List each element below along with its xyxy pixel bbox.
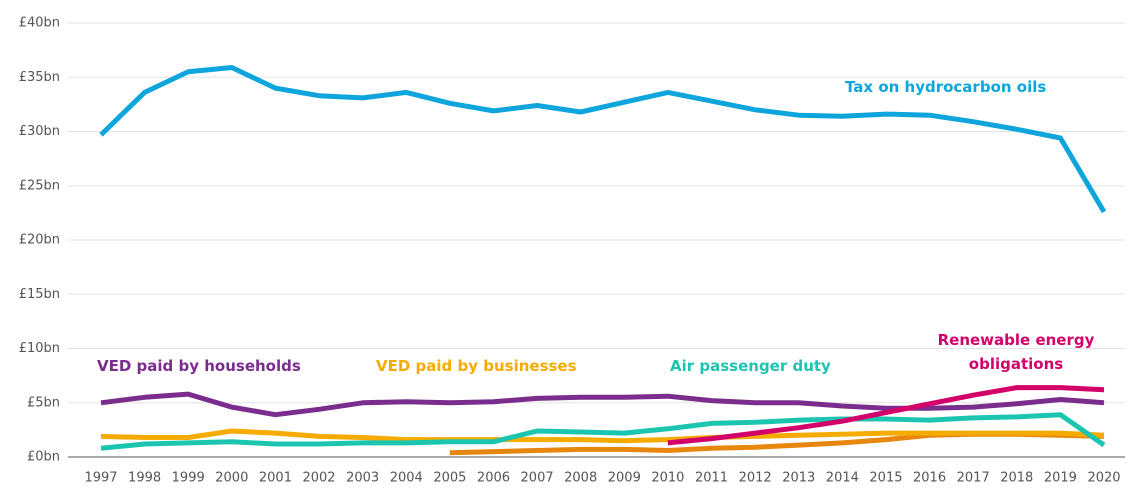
y-tick-label: £30bn — [19, 124, 60, 139]
y-tick-label: £0bn — [27, 450, 60, 465]
y-tick-label: £20bn — [19, 233, 60, 248]
series-line — [100, 412, 1106, 451]
y-tick-label: £15bn — [19, 287, 60, 302]
series-label: Air passenger duty — [670, 357, 831, 375]
x-tick-label: 2012 — [739, 471, 772, 486]
series-label: VED paid by households — [97, 357, 301, 375]
x-tick-label: 1998 — [128, 471, 161, 486]
x-tick-label: 2017 — [957, 471, 990, 486]
x-tick-label: 2019 — [1044, 471, 1077, 486]
series-label: Tax on hydrocarbon oils — [845, 78, 1047, 96]
y-tick-label: £35bn — [19, 70, 60, 85]
x-tick-label: 2018 — [1000, 471, 1033, 486]
series-line — [100, 391, 1105, 418]
series-label: VED paid by businesses — [376, 357, 577, 375]
x-tick-label: 1999 — [172, 471, 205, 486]
x-tick-label: 2000 — [215, 471, 248, 486]
series-line — [100, 428, 1105, 444]
x-tick-label: 2008 — [564, 471, 597, 486]
x-tick-label: 2005 — [433, 471, 466, 486]
y-tick-label: £40bn — [19, 16, 60, 31]
x-tick-label: 2020 — [1087, 471, 1120, 486]
series-line — [99, 65, 1107, 214]
y-tick-label: £5bn — [27, 395, 60, 410]
x-tick-label: 1997 — [84, 471, 117, 486]
x-tick-label: 2015 — [869, 471, 902, 486]
x-tick-label: 2010 — [651, 471, 684, 486]
x-tick-label: 2014 — [826, 471, 859, 486]
x-tick-label: 2003 — [346, 471, 379, 486]
x-tick-label: 2016 — [913, 471, 946, 486]
x-tick-label: 2002 — [302, 471, 335, 486]
x-tick-label: 2011 — [695, 471, 728, 486]
x-tick-label: 2004 — [390, 471, 423, 486]
series-line — [667, 385, 1105, 446]
y-tick-label: £10bn — [19, 341, 60, 356]
x-tick-label: 2013 — [782, 471, 815, 486]
x-tick-label: 2006 — [477, 471, 510, 486]
x-tick-label: 2007 — [521, 471, 554, 486]
series-label: Renewable energy obligations — [937, 331, 1095, 373]
y-tick-label: £25bn — [19, 178, 60, 193]
x-tick-label: 2009 — [608, 471, 641, 486]
x-tick-label: 2001 — [259, 471, 292, 486]
